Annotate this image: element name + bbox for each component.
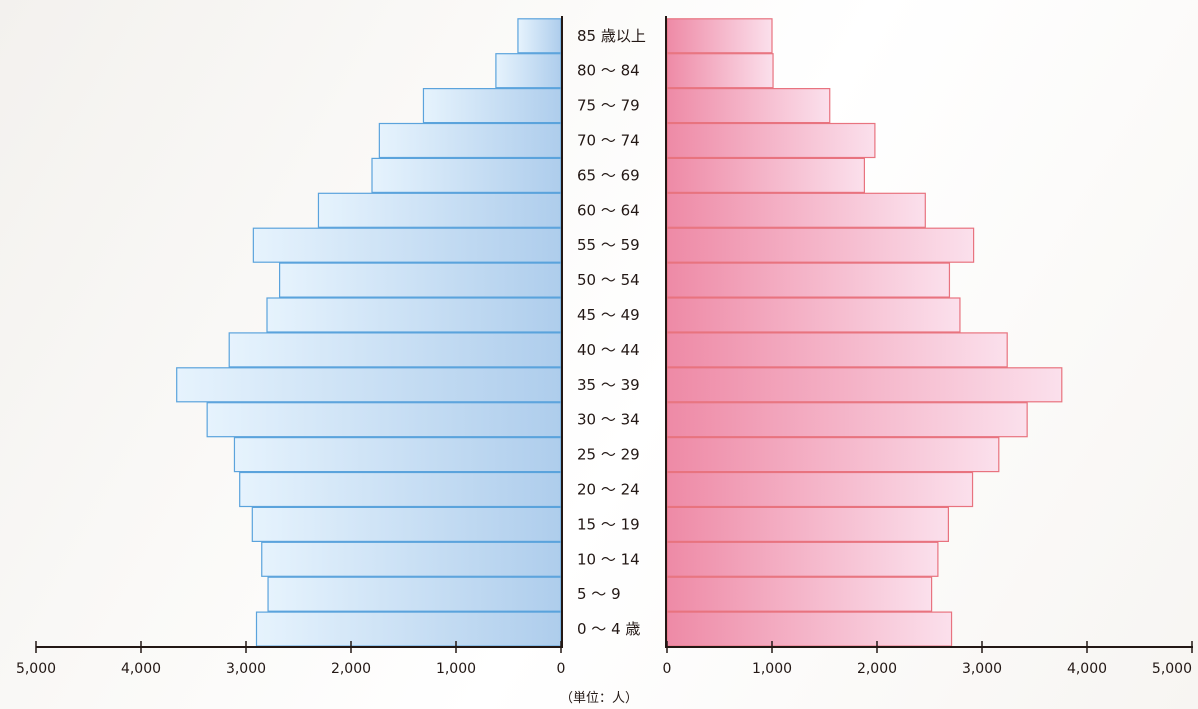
age-label: 85 歳以上 [577,27,646,45]
male-bar [176,367,562,403]
right-axis-tick-label: 4,000 [1067,661,1107,677]
male-bar [261,541,562,577]
male-bar [266,297,562,333]
right-axis-tick-label: 0 [663,661,672,677]
age-label: 45 〜 49 [577,306,640,324]
age-label: 50 〜 54 [577,271,640,289]
male-bar [517,18,562,54]
female-bar [666,611,953,647]
age-label: 15 〜 19 [577,515,640,533]
right-axis-tick-label: 5,000 [1152,661,1192,677]
age-label: 5 〜 9 [577,585,621,603]
female-bar [666,332,1008,368]
female-bar [666,53,774,89]
male-bar [255,611,562,647]
age-label: 10 〜 14 [577,550,640,568]
right-axis-tick-label: 3,000 [962,661,1002,677]
age-label: 65 〜 69 [577,166,640,184]
female-bar [666,227,975,263]
male-bar [239,471,562,508]
left-axis-tick-label: 4,000 [121,661,161,677]
age-label: 0 〜 4 歳 [577,620,640,638]
left-axis-tick-label: 1,000 [436,661,476,677]
age-label: 75 〜 79 [577,97,640,115]
age-labels: 0 〜 4 歳 5 〜 9 10 〜 14 15 〜 19 20 〜 24 25 〜 29… [577,27,646,638]
axes: 5,000 4,000 3,000 2,000 1,000 0 0 1,000 2,000 3,0… [16,16,1193,677]
age-label: 80 〜 84 [577,62,640,80]
unit-label: （単位：人） [560,690,638,706]
left-axis-tick-label: 5,000 [16,661,56,677]
male-bar [495,53,562,89]
left-axis-tick-label: 2,000 [331,661,371,677]
male-bar [228,332,562,368]
age-label: 60 〜 64 [577,201,640,219]
right-axis-tick-label: 2,000 [857,661,897,677]
female-bar [666,576,933,612]
female-bar [666,87,831,124]
female-bar [666,471,974,508]
female-bar [666,157,865,193]
age-label: 40 〜 44 [577,341,640,359]
age-label: 30 〜 34 [577,411,640,429]
male-bar [279,262,562,298]
age-label: 25 〜 29 [577,446,640,464]
female-bar [666,262,951,298]
female-bars [666,18,1063,647]
age-label: 55 〜 59 [577,236,640,254]
male-bar [378,122,562,159]
right-axis-tick-label: 1,000 [752,661,792,677]
male-bars [176,18,562,647]
female-bar [666,192,926,228]
male-bar [371,157,562,193]
male-bar [267,576,562,612]
female-bar [666,122,876,159]
female-bar [666,18,773,54]
female-bar [666,437,1000,473]
age-label: 35 〜 39 [577,376,640,394]
female-bar [666,506,949,542]
age-label: 20 〜 24 [577,481,640,499]
male-bar [422,87,562,124]
left-axis-tick-label: 3,000 [226,661,266,677]
male-bar [252,227,562,263]
female-bar [666,367,1063,403]
female-bar [666,297,961,333]
age-label: 70 〜 74 [577,132,640,150]
male-bar [206,402,562,438]
male-bar [233,437,562,473]
male-bar [317,192,562,228]
female-bar [666,541,939,577]
left-axis-tick-label: 0 [557,661,566,677]
male-bar [251,506,562,542]
female-bar [666,402,1028,438]
